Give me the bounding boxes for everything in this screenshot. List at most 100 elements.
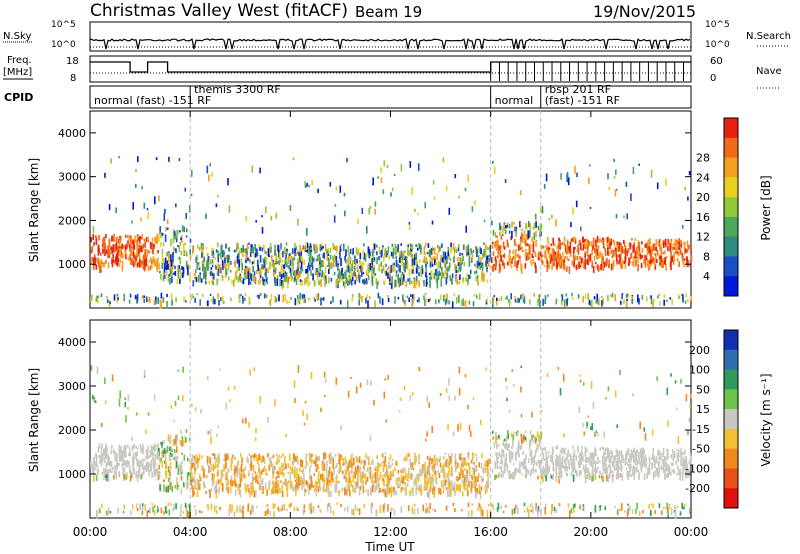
echo-cell (320, 246, 323, 250)
echo-cell (615, 460, 618, 467)
echo-cell (109, 301, 111, 305)
echo-cell (348, 460, 351, 468)
echo-cell (258, 463, 260, 468)
echo-cell (555, 298, 558, 305)
echo-cell (613, 176, 616, 179)
echo-cell (466, 273, 468, 278)
echo-cell (555, 454, 558, 457)
echo-cell (244, 248, 246, 252)
echo-cell (494, 461, 496, 469)
echo-cell (105, 468, 107, 472)
echo-cell (599, 447, 602, 451)
echo-cell (311, 453, 313, 457)
echo-cell (673, 255, 675, 261)
echo-cell (586, 468, 589, 473)
echo-cell (206, 474, 208, 479)
echo-cell (645, 255, 648, 259)
echo-cell (374, 475, 377, 483)
echo-cell (226, 474, 229, 481)
echo-cell (568, 266, 571, 274)
echo-cell (574, 255, 577, 260)
echo-cell (387, 474, 390, 478)
echo-cell (155, 468, 157, 472)
echo-cell (458, 472, 460, 474)
echo-cell (376, 251, 378, 256)
echo-cell (677, 457, 680, 463)
echo-cell (432, 458, 434, 464)
echo-cell (532, 226, 535, 230)
echo-cell (392, 247, 395, 255)
echo-cell (682, 294, 684, 301)
echo-cell (163, 511, 165, 515)
echo-cell (171, 299, 173, 306)
echo-cell (395, 461, 397, 466)
echo-cell (206, 253, 209, 257)
echo-cell (117, 297, 119, 301)
echo-cell (298, 298, 300, 302)
echo-cell (677, 465, 679, 470)
echo-cell (352, 249, 354, 253)
echo-cell (641, 249, 644, 254)
echo-cell (318, 455, 321, 462)
echo-cell (338, 455, 341, 461)
echo-cell (210, 267, 213, 270)
cpid-segment-label: themis 3300 RF (194, 83, 281, 96)
echo-cell (480, 248, 482, 255)
echo-cell (333, 260, 335, 267)
echo-cell (485, 461, 487, 470)
echo-cell (344, 210, 346, 217)
echo-cell (561, 447, 563, 455)
echo-cell (315, 246, 318, 252)
echo-cell (584, 239, 586, 242)
echo-cell (154, 461, 157, 466)
echo-cell (508, 259, 511, 263)
echo-cell (413, 508, 416, 516)
echo-cell (681, 473, 684, 481)
echo-cell (313, 258, 315, 262)
echo-cell (517, 297, 519, 303)
echo-cell (407, 505, 410, 512)
echo-cell (572, 467, 574, 473)
echo-cell (383, 280, 386, 285)
echo-cell (155, 444, 157, 447)
echo-cell (594, 262, 597, 265)
echo-cell (329, 181, 332, 187)
echo-cell (323, 371, 326, 378)
echo-cell (616, 458, 619, 461)
colorbar-swatch (724, 216, 738, 238)
echo-cell (263, 250, 266, 254)
echo-cell (395, 273, 398, 278)
echo-cell (367, 300, 369, 308)
echo-cell (262, 245, 265, 249)
echo-cell (494, 474, 496, 481)
echo-cell (242, 418, 244, 424)
echo-cell (531, 468, 534, 471)
echo-cell (285, 272, 288, 279)
echo-cell (607, 236, 610, 242)
echo-cell (362, 249, 365, 258)
echo-cell (329, 452, 332, 460)
echo-cell (519, 221, 521, 228)
echo-cell (455, 484, 458, 492)
echo-cell (579, 459, 582, 468)
y-tick-label: 1000 (58, 258, 86, 271)
echo-cell (145, 255, 148, 263)
echo-cell (164, 274, 166, 279)
echo-cell (146, 208, 149, 211)
echo-cell (235, 466, 237, 474)
echo-cell (302, 298, 305, 304)
echo-cell (352, 486, 354, 493)
echo-cell (615, 247, 617, 252)
echo-cell (500, 456, 503, 465)
echo-cell (332, 458, 335, 465)
echo-cell (403, 251, 405, 259)
echo-cell (506, 443, 509, 451)
echo-cell (475, 453, 477, 457)
echo-cell (141, 511, 144, 516)
echo-cell (637, 469, 639, 473)
echo-cell (540, 223, 543, 229)
echo-cell (328, 276, 330, 283)
echo-cell (345, 277, 348, 284)
echo-cell (314, 298, 316, 302)
echo-cell (304, 401, 307, 404)
